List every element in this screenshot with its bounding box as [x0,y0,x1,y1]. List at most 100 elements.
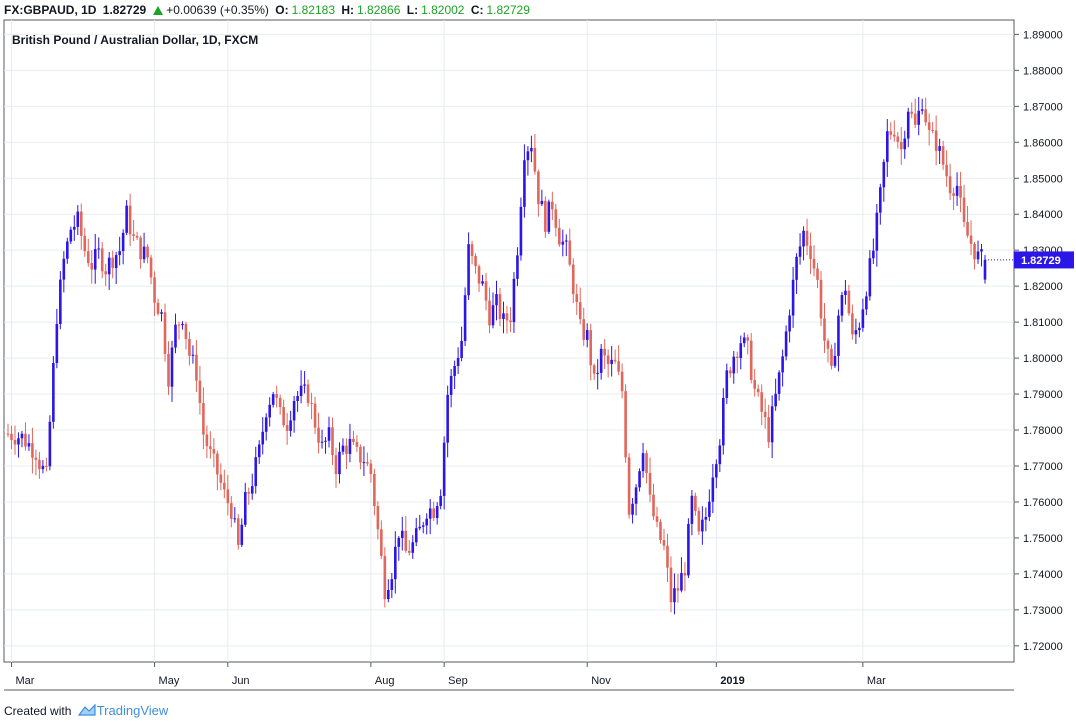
candle-body [292,400,296,421]
candle-body [156,302,160,314]
open-value: 1.82183 [291,3,336,17]
candle-body [690,495,694,524]
candle-body [111,257,114,269]
candle-body [6,433,10,435]
candle-body [631,503,634,515]
candle-body [97,248,101,250]
tradingview-brand[interactable]: TradingView [96,703,169,718]
candle-body [55,323,59,363]
price-chart[interactable]: British Pound / Australian Dollar, 1D, F… [0,0,1076,700]
candle-body [966,221,969,236]
candle-body [973,243,976,260]
candle-body [394,546,397,580]
candle-body [320,441,324,443]
candle-body [512,278,516,323]
close-value: 1.82729 [486,3,530,17]
candle-body [216,453,219,475]
candle-body [425,518,429,526]
candle-body [460,340,463,358]
candle-body [638,471,641,488]
chart-title: British Pound / Australian Dollar, 1D, F… [12,33,258,47]
time-tick-label: Mar [15,675,34,687]
candle-body [924,109,927,123]
candle-body [537,171,540,205]
last-price-tag-label: 1.82729 [1021,255,1061,267]
candle-body [142,246,146,260]
candle-body [851,313,854,335]
candle-body [896,136,900,142]
candle-body [299,385,303,397]
candle-body [198,380,202,404]
candle-body [380,529,383,557]
candle-body [146,246,149,258]
candle-body [788,315,791,332]
price-tick-label: 1.75000 [1023,533,1063,545]
time-tick-label: Aug [375,675,395,687]
price-tick-label: 1.82000 [1023,281,1063,293]
candle-body [704,516,708,520]
low-value: 1.82002 [421,3,465,17]
candle-body [746,337,750,341]
candle-body [390,579,394,590]
candle-body [680,573,683,591]
price-tick-label: 1.72000 [1023,641,1063,653]
candle-body [648,472,652,495]
candle-body [278,397,282,407]
candle-body [976,251,980,260]
candle-body [882,161,886,188]
candle-body [69,229,73,242]
candle-body [41,465,45,470]
candle-body [592,365,596,374]
candle-body [913,113,917,125]
candle-body [31,443,34,458]
candle-body [561,241,565,245]
up-arrow-icon [153,6,164,15]
candle-body [941,146,945,165]
candle-body [202,403,205,435]
candle-body [920,109,924,111]
candle-body [139,237,142,260]
candle-body [732,356,736,374]
candle-body [442,442,446,496]
time-tick-label: Sep [448,675,468,687]
candle-body [812,258,816,269]
time-tick-label: Jun [232,675,250,687]
candle-body [366,462,369,464]
candle-body [931,129,934,131]
candle-body [554,209,558,228]
candle-body [952,193,955,196]
candle-body [484,281,488,301]
high-label: H: [341,3,355,17]
candle-body [673,588,676,603]
candle-body [250,486,254,494]
candle-body [711,477,715,502]
candle-body [167,353,170,387]
candle-body [359,446,362,463]
candle-body [795,256,798,280]
candle-body [502,313,505,319]
candle-body [847,290,851,314]
time-tick-label: Nov [591,675,611,687]
time-tick-label: Mar [867,675,886,687]
candle-body [404,530,408,551]
candle-body [254,457,258,487]
candle-body [230,503,233,519]
candle-body [858,327,861,331]
candle-body [195,354,198,381]
candle-body [355,441,359,447]
price-tick-label: 1.77000 [1023,461,1063,473]
candle-body [317,427,320,443]
time-tick-label: May [159,675,180,687]
price-axis[interactable]: 1.72000 1.73000 1.74000 1.75000 1.76000 1.770… [1014,29,1063,653]
candle-body [135,235,139,238]
candle-body [753,379,757,389]
low-label: L: [406,3,419,17]
candle-body [435,506,439,519]
candles-layer [6,96,1014,615]
candle-body [495,294,498,306]
time-axis[interactable]: Mar May Jun Aug Sep Nov 2019 Mar [10,662,886,687]
candle-body [578,302,582,320]
price-tick-label: 1.74000 [1023,569,1063,581]
candle-body [209,446,212,449]
candle-body [823,318,826,341]
